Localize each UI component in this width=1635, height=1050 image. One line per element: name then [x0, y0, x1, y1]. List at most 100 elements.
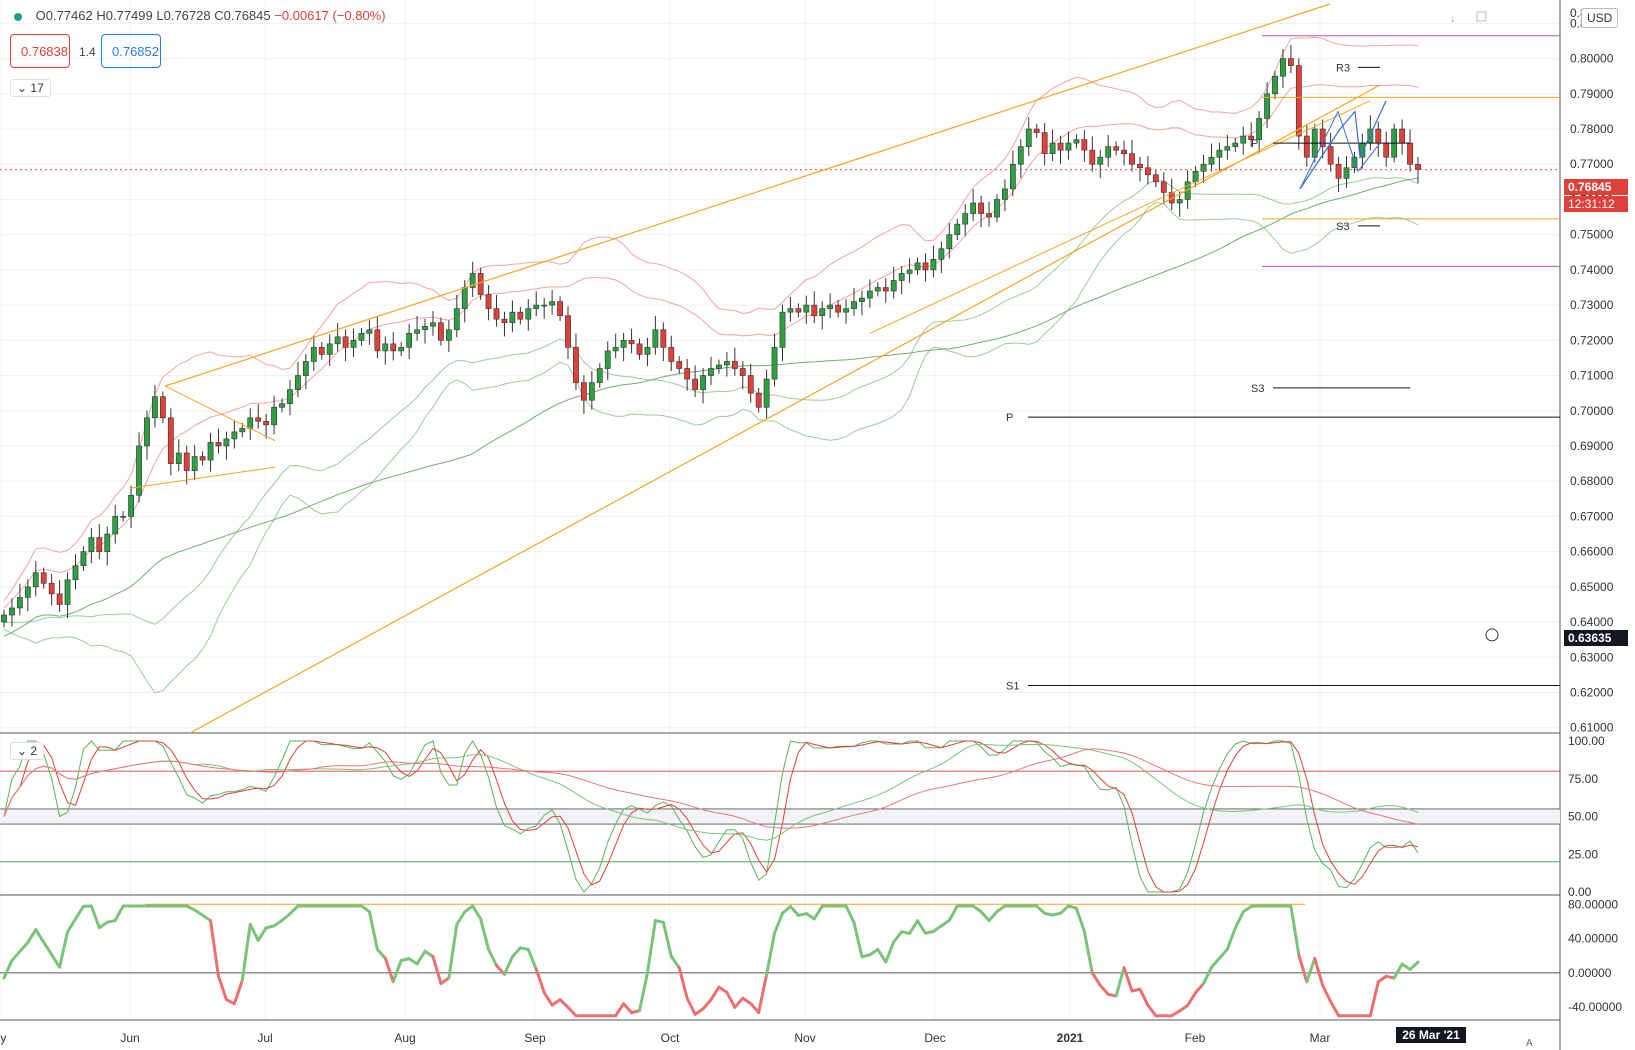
candle — [477, 268, 484, 300]
candle — [684, 358, 691, 391]
osc2-segment — [423, 949, 435, 959]
candle — [716, 359, 722, 374]
candle-body — [342, 336, 349, 348]
time-tick-label: Mar — [1310, 1031, 1331, 1045]
sell-button[interactable]: 0.76838 — [10, 34, 70, 68]
candle — [1137, 156, 1143, 182]
candle-body — [827, 304, 834, 309]
candle — [80, 546, 87, 571]
candle-body — [628, 340, 635, 345]
candle-body — [1295, 65, 1302, 137]
candle-body — [739, 368, 746, 376]
candle-body — [326, 343, 333, 355]
pivot-label-s1: S1 — [1006, 680, 1019, 692]
osc2-segment — [1098, 983, 1110, 996]
ohlc-low: L0.76728 — [156, 8, 211, 23]
candle-body — [485, 294, 492, 309]
candle-body — [819, 308, 826, 316]
candle-body — [1335, 163, 1342, 179]
chevron-down-icon: ⌄ — [17, 744, 28, 758]
candle-body — [644, 347, 651, 355]
osc2-segment — [240, 922, 252, 982]
candle-body — [604, 350, 611, 369]
candle — [295, 361, 301, 398]
candle-body — [1097, 156, 1104, 165]
indicators-toggle-osc[interactable]: ⌄ 2 — [10, 742, 45, 760]
osc1-tick-label: 100.00 — [1568, 734, 1605, 748]
osc2-segment — [256, 926, 268, 942]
candle — [414, 316, 420, 341]
osc2-segment — [614, 1002, 626, 1018]
candle — [779, 304, 786, 362]
buy-button[interactable]: 0.76852 — [101, 34, 161, 68]
candle — [1264, 82, 1270, 128]
candle-body — [882, 287, 889, 292]
osc1-neutral-band — [0, 808, 1560, 825]
candle-body — [1002, 188, 1008, 200]
candle — [40, 567, 47, 589]
candle-body — [779, 311, 786, 348]
candle — [1105, 135, 1112, 167]
candle — [453, 294, 460, 338]
candle-body — [422, 325, 428, 331]
osc2-segment — [1090, 971, 1102, 987]
candle-body — [310, 347, 317, 362]
candle-body — [1232, 142, 1239, 147]
candle — [874, 282, 881, 297]
candle — [342, 329, 349, 362]
candle — [48, 573, 55, 606]
candle-body — [72, 565, 79, 581]
osc2-segment — [717, 985, 729, 994]
countdown-tag: 12:31:12 — [1564, 196, 1628, 212]
candle-body — [1025, 128, 1032, 147]
price-tick-label: 0.64000 — [1570, 615, 1614, 629]
osc2-segment — [971, 904, 983, 914]
candle-body — [1399, 128, 1406, 144]
candle — [215, 428, 222, 454]
candle — [1041, 123, 1048, 166]
indicators-toggle-main[interactable]: ⌄ 17 — [10, 79, 51, 97]
time-tick-label: Aug — [394, 1031, 415, 1045]
osc2-segment — [1194, 982, 1206, 995]
osc2-segment — [693, 1007, 705, 1016]
candle — [914, 257, 921, 276]
candle-body — [1248, 135, 1255, 140]
candle — [962, 204, 969, 236]
osc2-segment — [844, 904, 856, 925]
candle — [1168, 178, 1175, 211]
candle-body — [1009, 163, 1016, 190]
osc2-segment — [73, 904, 85, 921]
candle — [1009, 150, 1016, 197]
candle-body — [88, 537, 95, 552]
candle — [668, 335, 675, 371]
candle — [16, 583, 23, 616]
candle-body — [279, 403, 285, 408]
candle-body — [636, 343, 643, 355]
osc2-segment — [50, 953, 62, 969]
osc2-segment — [995, 904, 1007, 913]
candle-body — [1017, 146, 1024, 165]
candle-body — [32, 572, 39, 588]
candle — [898, 266, 905, 295]
price-tick-label: 0.71000 — [1570, 369, 1614, 383]
candle-body — [573, 347, 579, 383]
candle — [612, 333, 619, 359]
candle — [787, 297, 794, 322]
candle-body — [676, 361, 683, 369]
candle-body — [708, 368, 714, 376]
bollinger-lower-inner — [3, 177, 1419, 625]
candle — [1280, 49, 1286, 88]
osc1-slow-d-line — [3, 748, 1419, 829]
osc2-segment — [812, 904, 824, 921]
spread-value: 1.4 — [79, 45, 96, 59]
candle — [24, 579, 31, 612]
candle — [1303, 124, 1310, 167]
candle-body — [247, 417, 254, 429]
time-tick-label: Oct — [661, 1031, 680, 1045]
candle — [382, 336, 389, 365]
price-tick-label: 0.79000 — [1570, 87, 1614, 101]
candle-body — [1192, 170, 1199, 183]
candle-body — [398, 347, 405, 352]
currency-selector[interactable]: USD — [1581, 8, 1619, 28]
